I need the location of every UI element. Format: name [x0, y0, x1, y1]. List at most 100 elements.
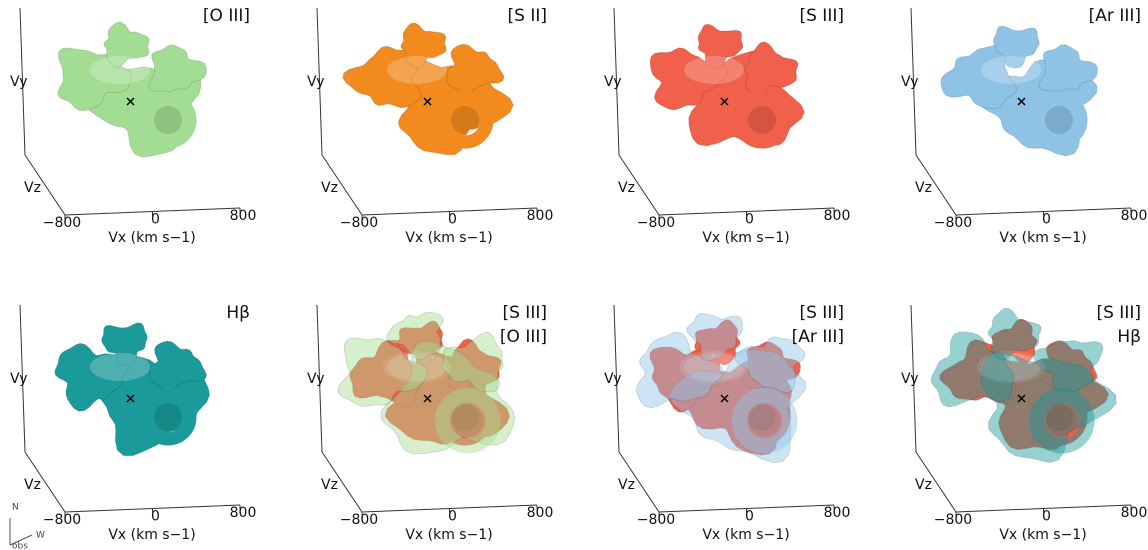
- x-tick-label: 0: [745, 212, 754, 228]
- surface: [337, 337, 429, 407]
- surface: [987, 307, 1042, 361]
- surface: [734, 336, 806, 394]
- z-axis-label: Vz: [24, 180, 41, 196]
- surface-ring: [434, 387, 501, 454]
- panel: [S III] [Ar III] Vy Vz Vx (km s−1) −800 0 800: [604, 303, 850, 543]
- highlight: [387, 353, 447, 381]
- z-axis-label: Vz: [915, 477, 932, 493]
- x-tick-label: −800: [43, 215, 81, 231]
- x-tick-label: −800: [934, 215, 972, 231]
- compass-west: W: [36, 531, 45, 541]
- surface: [386, 311, 444, 361]
- x-axis-label: Vx (km s−1): [108, 230, 195, 246]
- y-axis-label: Vy: [307, 74, 325, 90]
- surface: [103, 21, 150, 68]
- surface: [743, 41, 799, 96]
- z-axis-label: Vz: [915, 180, 932, 196]
- compass-arrow: [9, 534, 33, 546]
- surface: [930, 331, 1015, 408]
- panel-title: Hβ: [226, 303, 250, 323]
- highlight: [387, 56, 447, 84]
- z-axis-label: Vz: [24, 477, 41, 493]
- surface-ring: [733, 91, 791, 149]
- surface-ring: [731, 387, 798, 454]
- y-axis-label: Vy: [901, 74, 919, 90]
- highlight: [981, 353, 1041, 381]
- compass-north: N: [12, 503, 19, 513]
- center-marker: [126, 97, 135, 106]
- surface: [101, 322, 148, 366]
- x-tick-label: −800: [934, 512, 972, 528]
- z-axis-label: Vz: [321, 180, 338, 196]
- panel: [S III] Vy Vz Vx (km s−1) −800 0 800: [604, 6, 850, 246]
- x-tick-label: 800: [824, 208, 851, 224]
- surface-hole: [748, 403, 776, 431]
- center-marker: [720, 394, 729, 403]
- surface: [446, 338, 502, 393]
- x-tick-label: −800: [637, 512, 675, 528]
- panel-title: Hβ: [1117, 327, 1141, 347]
- surface: [980, 352, 1117, 464]
- surface-hole: [748, 106, 776, 134]
- panel-title: [Ar III]: [792, 327, 844, 347]
- highlight: [981, 56, 1041, 84]
- compass-observer: obs: [12, 542, 28, 550]
- surface: [991, 318, 1038, 365]
- center-marker: [423, 97, 432, 106]
- surface: [1038, 44, 1099, 92]
- x-tick-label: 0: [448, 212, 457, 228]
- x-axis-label: Vx (km s−1): [405, 527, 492, 543]
- x-tick-label: −800: [43, 512, 81, 528]
- y-axis-label: Vy: [604, 371, 622, 387]
- surface-ring: [139, 91, 197, 149]
- center-marker: [126, 394, 135, 403]
- surface: [635, 331, 725, 409]
- panel-title: [O III]: [203, 6, 250, 26]
- panel-title: [Ar III]: [1089, 6, 1141, 26]
- surface: [397, 320, 444, 366]
- surface-ring: [1030, 388, 1088, 446]
- surface-hole: [154, 106, 182, 134]
- x-tick-label: 0: [745, 509, 754, 525]
- surface: [148, 44, 207, 93]
- panel: [S III] [O III] Vy Vz Vx (km s−1) −800 0 800: [307, 303, 553, 543]
- highlight: [90, 353, 150, 381]
- z-axis-label: Vz: [618, 180, 635, 196]
- center-marker: [720, 97, 729, 106]
- panel: [S II] Vy Vz Vx (km s−1) −800 0 800: [307, 6, 553, 246]
- surface-hole: [451, 403, 479, 431]
- x-tick-label: −800: [340, 215, 378, 231]
- surface: [380, 340, 516, 455]
- y-axis-label: Vy: [307, 371, 325, 387]
- x-axis-label: Vx (km s−1): [999, 527, 1086, 543]
- surface-ring: [1028, 387, 1095, 454]
- surface: [697, 23, 744, 69]
- surface: [400, 22, 447, 69]
- surface: [446, 43, 505, 96]
- surface-hole: [1045, 403, 1073, 431]
- x-axis-label: Vx (km s−1): [108, 527, 195, 543]
- x-tick-label: 800: [1121, 505, 1148, 521]
- panel: [S III] Hβ Vy Vz Vx (km s−1) −800 0 800: [901, 303, 1147, 543]
- panel-title: [S III]: [502, 303, 547, 323]
- panel: Hβ Vy Vz Vx (km s−1) −800 0 800: [10, 303, 256, 543]
- panel: [Ar III] Vy Vz Vx (km s−1) −800 0 800: [901, 6, 1147, 246]
- surface: [668, 349, 806, 464]
- z-axis-label: Vz: [321, 477, 338, 493]
- surface-hole: [1045, 404, 1078, 437]
- surface: [54, 342, 131, 412]
- x-axis-label: Vx (km s−1): [999, 230, 1086, 246]
- x-axis-label: Vx (km s−1): [702, 527, 789, 543]
- x-axis-label: Vx (km s−1): [702, 230, 789, 246]
- x-tick-label: 800: [527, 505, 554, 521]
- highlight: [90, 56, 150, 84]
- panel-title: [S III]: [1096, 303, 1141, 323]
- x-tick-label: −800: [637, 215, 675, 231]
- z-axis-label: Vz: [618, 477, 635, 493]
- x-tick-label: 0: [151, 509, 160, 525]
- x-tick-label: 0: [1042, 212, 1051, 228]
- highlight: [684, 56, 744, 84]
- surface-ring: [733, 388, 791, 446]
- y-axis-label: Vy: [901, 371, 919, 387]
